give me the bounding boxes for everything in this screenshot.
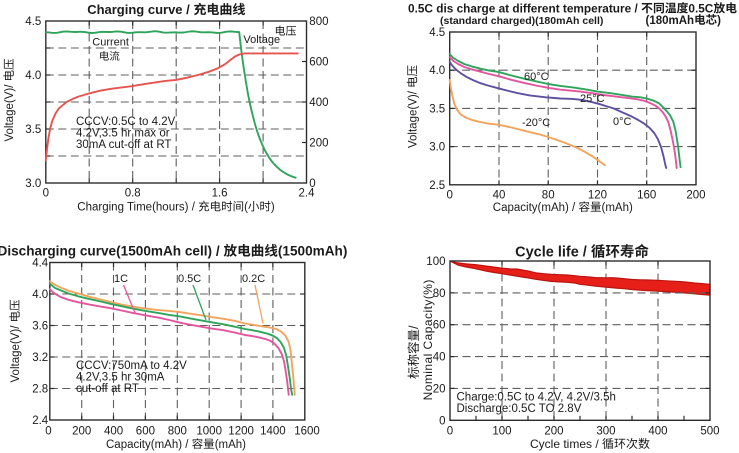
svg-text:120: 120: [588, 189, 607, 201]
svg-text:30mA cut-off at RT: 30mA cut-off at RT: [76, 139, 171, 151]
svg-text:80: 80: [542, 189, 555, 201]
svg-text:4.0: 4.0: [25, 70, 41, 82]
svg-text:4.2V,3.5 hr max or: 4.2V,3.5 hr max or: [76, 128, 170, 140]
svg-text:200: 200: [309, 138, 328, 150]
svg-text:200: 200: [686, 189, 705, 201]
svg-text:3.6: 3.6: [32, 321, 48, 333]
svg-text:1200: 1200: [228, 426, 254, 438]
svg-text:Current: Current: [92, 36, 129, 48]
svg-text:0: 0: [309, 178, 315, 190]
svg-text:Nominal Capacity(%): Nominal Capacity(%): [421, 279, 435, 400]
svg-text:3.0: 3.0: [25, 178, 41, 190]
svg-text:(180mAh: (180mAh: [646, 15, 695, 27]
svg-text:400: 400: [309, 97, 328, 109]
svg-text:Voltage(V)/: Voltage(V)/: [407, 90, 419, 148]
svg-text:0°C: 0°C: [613, 116, 632, 128]
svg-text:Charging Time(hours) /: Charging Time(hours) /: [77, 202, 195, 214]
svg-text:): ): [271, 202, 275, 214]
svg-text:3.5: 3.5: [429, 103, 445, 115]
svg-text:4.2V,3.5 hr 30mA: 4.2V,3.5 hr 30mA: [76, 372, 165, 384]
svg-text:400: 400: [104, 426, 123, 438]
svg-text:0: 0: [43, 188, 49, 200]
svg-text:200: 200: [544, 426, 563, 438]
svg-text:1C: 1C: [114, 273, 128, 285]
svg-text:(mAh): (mAh): [215, 439, 246, 451]
svg-text:4.4: 4.4: [32, 258, 49, 270]
svg-text:0.5C dis charge at different t: 0.5C dis charge at different temperature…: [408, 1, 638, 15]
svg-text:Capacity(mAh) /: Capacity(mAh) /: [493, 202, 576, 214]
svg-text:4.5: 4.5: [429, 27, 445, 39]
svg-text:0: 0: [439, 415, 445, 427]
svg-text:0.5C: 0.5C: [178, 273, 201, 285]
svg-text:1000: 1000: [196, 426, 222, 438]
svg-text:2.4: 2.4: [32, 415, 49, 427]
svg-text:400: 400: [648, 426, 667, 438]
svg-text:0.5C: 0.5C: [688, 1, 713, 15]
svg-text:Voltage: Voltage: [243, 34, 280, 46]
svg-text:0.2C: 0.2C: [242, 273, 265, 285]
svg-text:CCCV:750mA to 4.2V: CCCV:750mA to 4.2V: [76, 360, 187, 372]
svg-text:80: 80: [433, 288, 446, 300]
svg-text:600: 600: [309, 57, 328, 69]
svg-text:100: 100: [492, 426, 511, 438]
svg-text:2.5: 2.5: [429, 180, 445, 192]
svg-text:Discharge:0.5C TO 2.8V: Discharge:0.5C TO 2.8V: [457, 403, 582, 415]
svg-text:800: 800: [309, 16, 328, 28]
svg-text:Cycle life /: Cycle life /: [515, 245, 587, 261]
svg-text:1.6: 1.6: [212, 188, 228, 200]
svg-text:3.2: 3.2: [32, 352, 48, 364]
svg-text:(1500mAh): (1500mAh): [278, 244, 348, 259]
svg-text:Voltage(V)/: Voltage(V)/: [4, 84, 16, 142]
svg-text:Cycle times /: Cycle times /: [530, 437, 599, 451]
svg-text:4.5: 4.5: [25, 16, 41, 28]
svg-text:(mAh): (mAh): [602, 202, 633, 214]
svg-text:0.8: 0.8: [125, 188, 141, 200]
svg-text:0: 0: [447, 426, 453, 438]
svg-text:4.0: 4.0: [429, 65, 445, 77]
svg-text:800: 800: [168, 426, 187, 438]
svg-text:): ): [717, 15, 721, 27]
svg-text:3.0: 3.0: [429, 142, 445, 154]
svg-text:500: 500: [700, 426, 719, 438]
svg-text:2.8: 2.8: [32, 384, 48, 396]
svg-text:(standard charged)(180mAh cell: (standard charged)(180mAh cell): [440, 15, 603, 27]
svg-text:-20°C: -20°C: [522, 117, 550, 129]
svg-text:200: 200: [72, 426, 91, 438]
svg-text:/: /: [407, 325, 421, 329]
svg-text:60: 60: [433, 320, 446, 332]
svg-text:0: 0: [447, 189, 453, 201]
svg-text:(: (: [244, 202, 248, 214]
svg-text:100: 100: [426, 256, 445, 268]
svg-text:60°C: 60°C: [524, 71, 549, 83]
svg-text:160: 160: [637, 189, 656, 201]
svg-text:3.5: 3.5: [25, 124, 41, 136]
svg-text:4.0: 4.0: [32, 289, 48, 301]
svg-text:Capacity(mAh) /: Capacity(mAh) /: [106, 439, 189, 451]
svg-text:2.4: 2.4: [299, 188, 316, 200]
svg-text:40: 40: [433, 352, 446, 364]
svg-text:CCCV:0.5C to 4.2V: CCCV:0.5C to 4.2V: [76, 116, 176, 128]
svg-text:Charging curve /: Charging curve /: [87, 2, 190, 17]
svg-text:Discharging curve(1500mAh cell: Discharging curve(1500mAh cell) /: [0, 244, 220, 259]
svg-text:20: 20: [433, 383, 446, 395]
svg-text:40: 40: [493, 189, 506, 201]
svg-text:Charge:0.5C to 4.2V, 4.2V/3.5h: Charge:0.5C to 4.2V, 4.2V/3.5h: [457, 392, 616, 404]
svg-text:0: 0: [45, 426, 51, 438]
svg-text:Voltage(V)/: Voltage(V)/: [10, 325, 22, 383]
svg-text:1600: 1600: [294, 426, 320, 438]
svg-text:25°C: 25°C: [580, 93, 605, 105]
svg-text:600: 600: [136, 426, 155, 438]
svg-text:1400: 1400: [260, 426, 286, 438]
svg-text:cut-off at RT: cut-off at RT: [76, 383, 139, 395]
svg-text:300: 300: [596, 426, 615, 438]
